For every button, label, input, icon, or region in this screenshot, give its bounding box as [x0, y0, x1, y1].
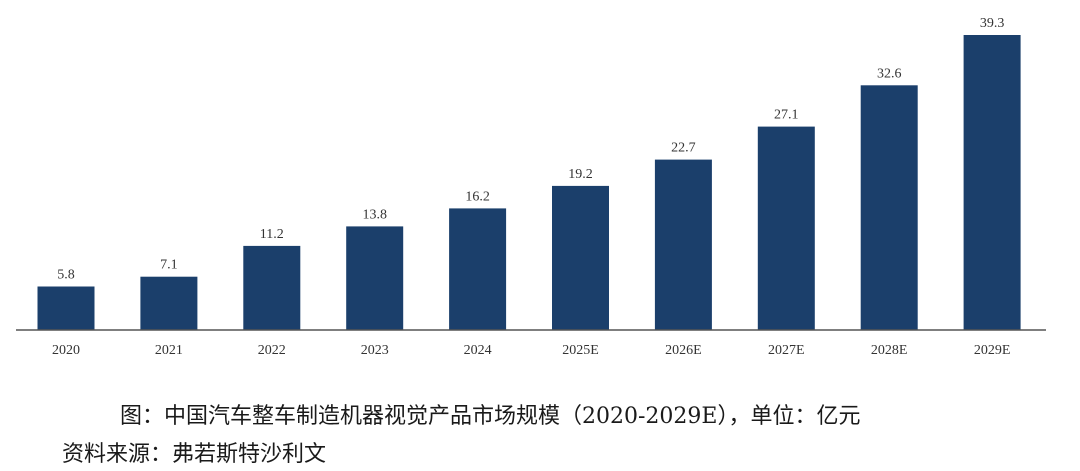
data-source: 资料来源：弗若斯特沙利文 [62, 442, 327, 467]
bar-2027E [757, 126, 815, 330]
bar-2024 [449, 208, 507, 330]
bar-2029E [963, 35, 1021, 330]
tick-labels-group: 2020 2021 2022 2023 2024 2025E 2026E 2027E 2028E… [52, 343, 1010, 358]
x-tick-label-2023: 2023 [361, 343, 389, 358]
bar-2020 [37, 286, 95, 330]
bar-2023 [346, 226, 404, 330]
x-tick-label-2025E: 2025E [562, 343, 599, 358]
value-label-2024: 16.2 [465, 189, 490, 204]
value-label-2025E: 19.2 [568, 167, 593, 182]
bar-2025E [552, 185, 609, 330]
x-tick-label-2029E: 2029E [974, 343, 1011, 358]
value-label-2020: 5.8 [57, 268, 75, 283]
bar-2026E [654, 159, 712, 330]
figure-caption: 图：中国汽车整车制造机器视觉产品市场规模（2020-2029E），单位：亿元 [120, 404, 861, 429]
bar-chart: 5.8 7.1 11.2 13.8 16.2 19.2 22.7 27.1 32.6 39.3 2… [16, 16, 1046, 358]
x-tick-label-2028E: 2028E [871, 343, 908, 358]
bar-2021 [140, 276, 198, 330]
x-tick-label-2024: 2024 [464, 343, 492, 358]
bar-2022 [243, 245, 301, 330]
value-label-2023: 13.8 [362, 207, 387, 222]
x-tick-label-2021: 2021 [155, 343, 183, 358]
x-tick-label-2027E: 2027E [768, 343, 805, 358]
bar-2028E [860, 85, 918, 330]
value-label-2021: 7.1 [160, 258, 178, 273]
value-label-2022: 11.2 [260, 227, 284, 242]
value-label-2027E: 27.1 [774, 108, 799, 123]
bars-group [37, 35, 1021, 330]
value-label-2029E: 39.3 [980, 16, 1005, 31]
x-tick-label-2022: 2022 [258, 343, 286, 358]
value-label-2026E: 22.7 [671, 141, 696, 156]
value-labels-group: 5.8 7.1 11.2 13.8 16.2 19.2 22.7 27.1 32.6 39.3 [57, 16, 1004, 283]
x-tick-label-2020: 2020 [52, 343, 80, 358]
value-label-2028E: 32.6 [877, 66, 902, 81]
x-tick-label-2026E: 2026E [665, 343, 702, 358]
